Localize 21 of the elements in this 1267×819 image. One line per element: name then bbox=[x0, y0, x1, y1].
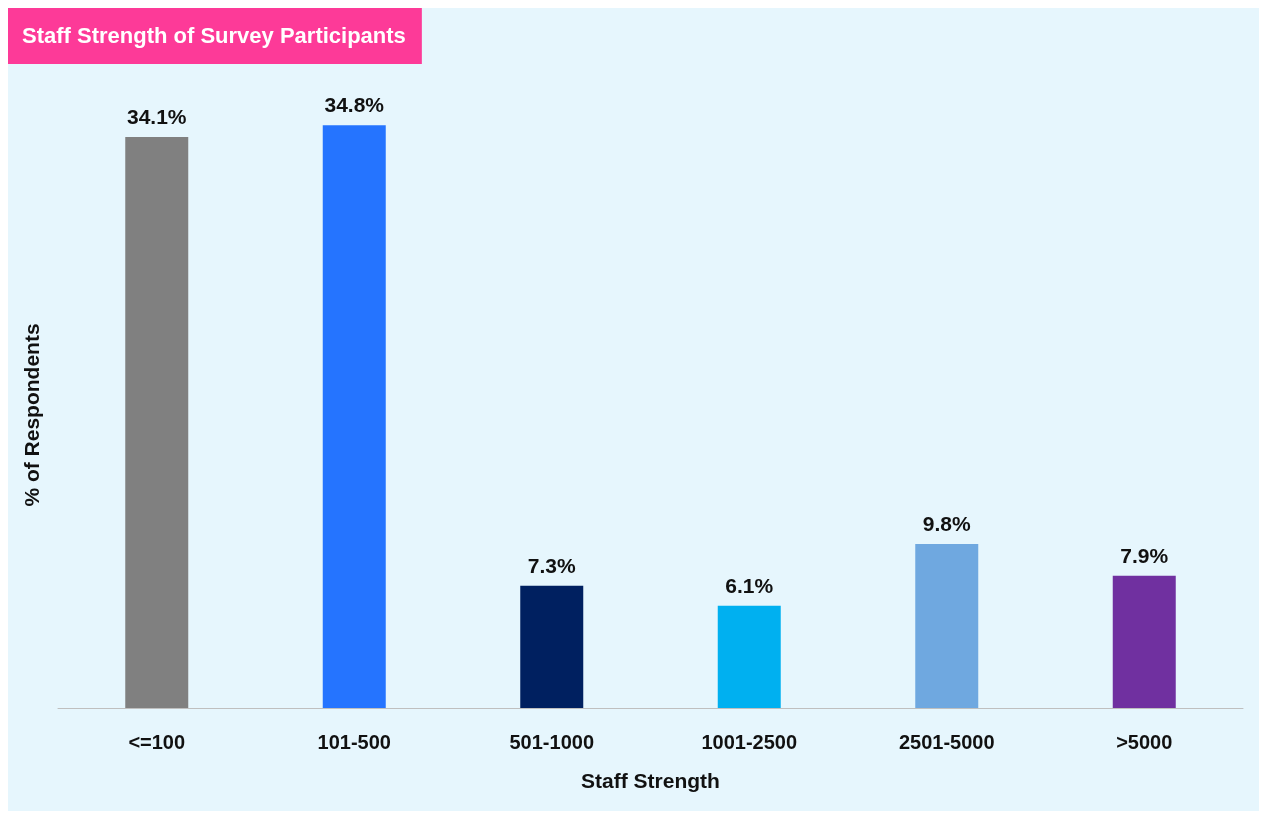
data-label: 9.8% bbox=[922, 511, 972, 535]
data-label: 34.8% bbox=[324, 93, 385, 117]
chart-title: Staff Strength of Survey Participants bbox=[22, 22, 406, 48]
x-tick-label: >5000 bbox=[1116, 731, 1173, 753]
bar bbox=[915, 543, 979, 708]
x-tick-label: 101-500 bbox=[317, 731, 391, 753]
data-label: 6.1% bbox=[725, 573, 774, 597]
bar bbox=[1112, 575, 1176, 708]
data-label: 7.3% bbox=[527, 553, 577, 577]
bar bbox=[125, 137, 189, 708]
x-tick-label: 501-1000 bbox=[509, 731, 595, 753]
bar bbox=[520, 585, 584, 708]
x-tick-label: 1001-2500 bbox=[701, 731, 798, 753]
x-tick-label: <=100 bbox=[128, 731, 186, 753]
data-label: 7.9% bbox=[1120, 543, 1169, 567]
x-tick-label: 2501-5000 bbox=[898, 731, 995, 753]
data-label: 34.1% bbox=[126, 105, 187, 129]
x-axis-title: Staff Strength bbox=[581, 769, 720, 792]
bar bbox=[717, 605, 781, 708]
bar bbox=[322, 125, 386, 708]
y-axis-title: % of Respondents bbox=[20, 323, 43, 507]
